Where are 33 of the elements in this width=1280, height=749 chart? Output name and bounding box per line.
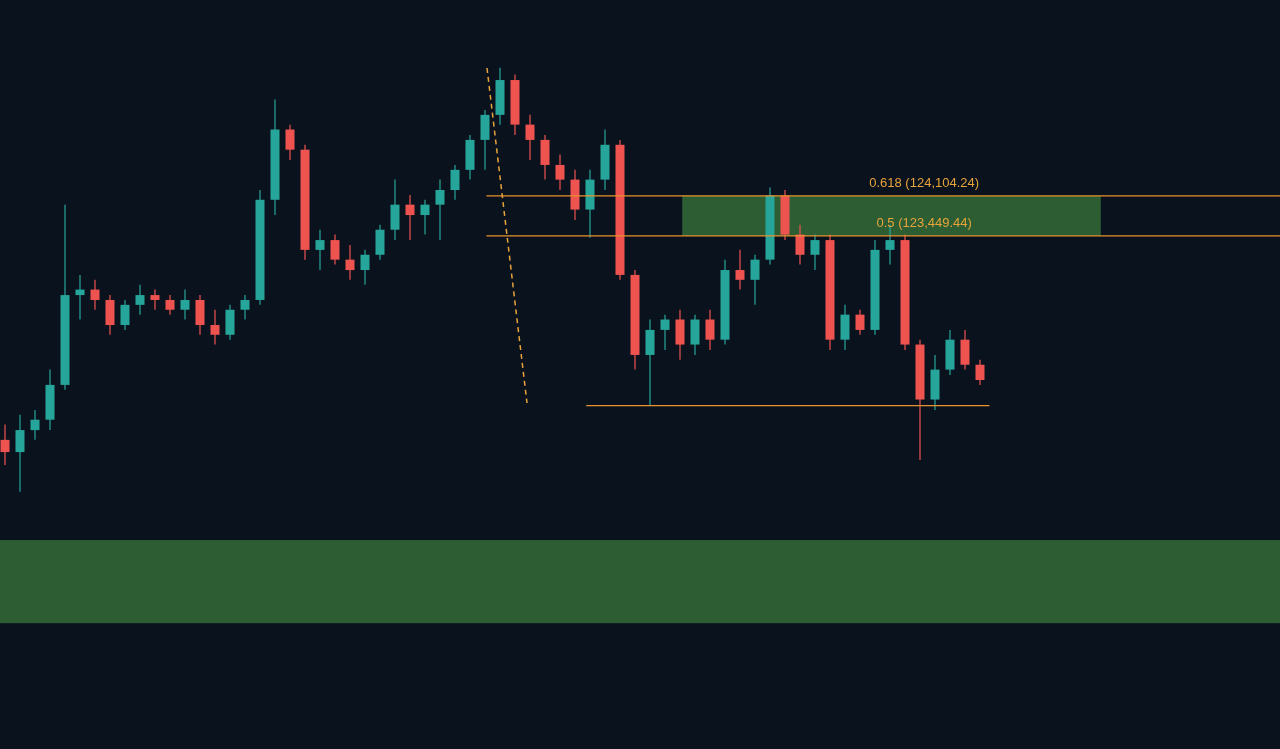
candlestick [810, 234, 820, 271]
candlestick [15, 414, 25, 493]
candlestick [120, 299, 130, 331]
candlestick [30, 409, 40, 441]
candlestick [975, 359, 985, 386]
candlestick [165, 294, 175, 316]
candlestick [330, 234, 340, 266]
candlestick [315, 229, 325, 271]
candlestick [285, 124, 295, 161]
candlestick [360, 249, 370, 286]
candlestick [525, 114, 535, 161]
candlestick [75, 274, 85, 321]
candlestick [0, 424, 10, 466]
candlestick [735, 249, 745, 291]
candlestick [795, 224, 805, 266]
candlestick [90, 279, 100, 311]
candlestick [405, 194, 415, 241]
candlestick [660, 314, 670, 351]
candlestick [150, 288, 160, 311]
candlestick [555, 153, 565, 191]
candlestick [180, 288, 190, 321]
candlestick [135, 284, 145, 316]
candlestick [450, 164, 460, 201]
candlestick [420, 199, 430, 236]
candlestick [855, 309, 865, 336]
candlestick [345, 244, 355, 281]
candlestick [240, 294, 250, 321]
candlestick [210, 309, 220, 346]
candlestick [435, 179, 445, 241]
ref-line-label: 0.5 (123,449.44) [876, 214, 972, 230]
candlestick [705, 309, 715, 351]
candlestick [750, 254, 760, 306]
ref-line-label: 0.618 (124,104.24) [869, 174, 980, 190]
